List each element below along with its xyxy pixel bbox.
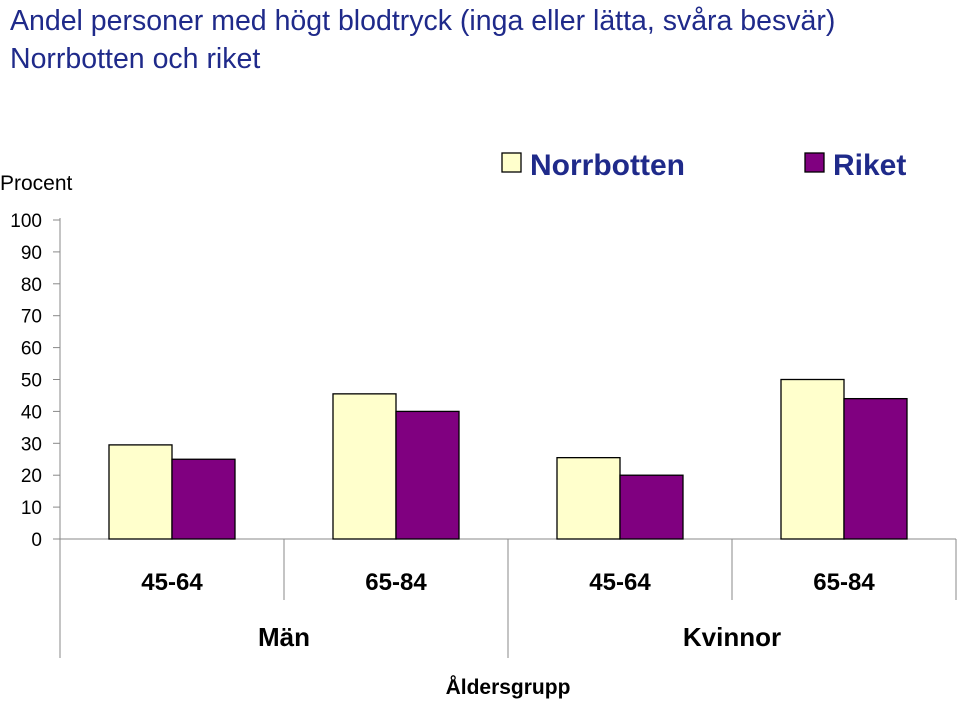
x-tick-label: 45-64 [589, 569, 651, 596]
x-tick-label: 65-84 [365, 569, 427, 596]
chart-title: Andel personer med högt blodtryck (inga … [10, 5, 836, 75]
y-tick-label: 10 [21, 498, 42, 519]
bar-norrbotten-0 [108, 444, 173, 540]
group-labels: Män Kvinnor [258, 622, 781, 652]
y-tick-label: 50 [21, 371, 42, 392]
legend-swatch [501, 152, 522, 173]
bars [108, 378, 908, 540]
group-label: Kvinnor [683, 622, 781, 652]
y-tick-label: 30 [21, 434, 42, 455]
y-tick-label: 100 [10, 211, 42, 232]
bar-riket-3 [843, 397, 908, 540]
legend-swatch [804, 152, 825, 173]
y-tick-label: 90 [21, 243, 42, 264]
x-category-labels: 45-64 65-84 45-64 65-84 [141, 569, 875, 596]
bar-riket-0 [171, 458, 236, 540]
bar-norrbotten-1 [332, 393, 397, 540]
y-tick-label: 0 [31, 530, 42, 551]
x-tick-label: 65-84 [813, 569, 875, 596]
bar-riket-1 [395, 410, 460, 540]
legend-label: Riket [833, 149, 906, 182]
y-tick-label: 20 [21, 466, 42, 487]
legend-label: Norrbotten [530, 149, 685, 182]
y-axis-label: Procent [0, 172, 73, 195]
y-tick-label: 80 [21, 275, 42, 296]
x-tick-label: 45-64 [141, 569, 203, 596]
bar-norrbotten-3 [780, 378, 845, 540]
bar-norrbotten-2 [556, 457, 621, 540]
group-label: Män [258, 622, 310, 652]
bar-riket-2 [619, 474, 684, 540]
y-tick-label: 70 [21, 307, 42, 328]
y-tick-label: 40 [21, 402, 42, 423]
legend: Norrbotten Riket [501, 149, 906, 182]
x-axis-title: Åldersgrupp [446, 675, 571, 699]
y-tick-label: 60 [21, 339, 42, 360]
